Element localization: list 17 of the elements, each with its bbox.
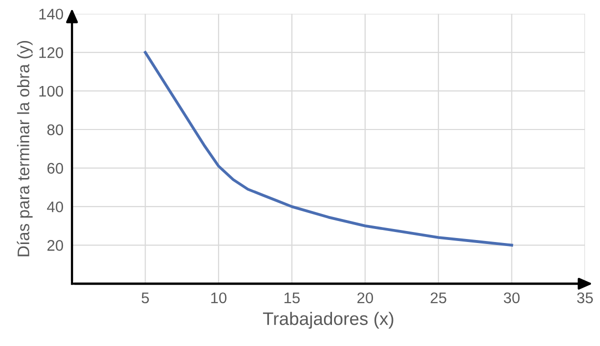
y-axis-title: Días para terminar la obra (y) [16, 40, 33, 256]
x-tick-label: 5 [142, 292, 149, 304]
y-tick-label: 20 [47, 240, 64, 251]
y-tick-label: 140 [39, 8, 64, 20]
y-tick-label: 60 [47, 162, 64, 174]
x-tick-label: 15 [284, 292, 300, 304]
y-tick-label: 100 [39, 86, 64, 97]
y-tick-label: 120 [39, 47, 64, 58]
line-series [144, 51, 514, 247]
x-tick-label: 25 [430, 292, 446, 304]
x-axis-title: Trabajadores (x) [263, 312, 394, 329]
y-tick-label: 40 [47, 201, 64, 212]
x-tick-label: 10 [211, 292, 226, 304]
x-tick-label: 20 [357, 292, 374, 304]
x-tick-label: 35 [577, 292, 593, 304]
y-tick-label: 80 [47, 124, 64, 136]
x-tick-label: 30 [504, 292, 520, 304]
